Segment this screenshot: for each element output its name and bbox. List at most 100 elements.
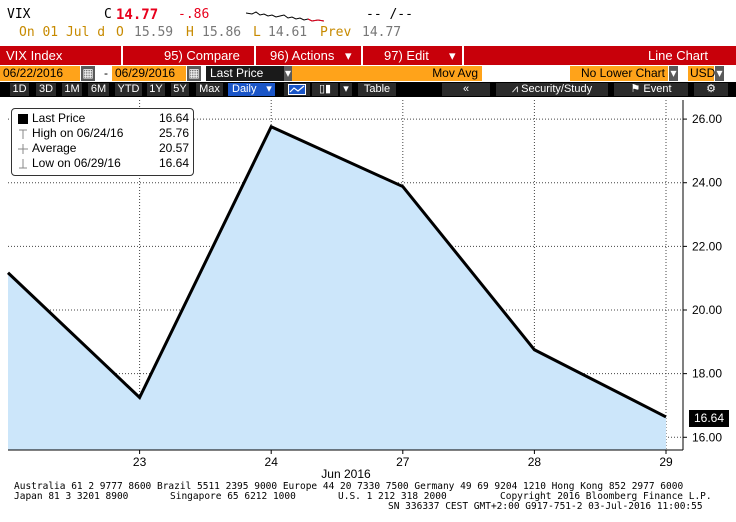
table-button[interactable]: Table — [358, 83, 396, 96]
chevron-down-icon[interactable]: ▾ — [263, 83, 275, 96]
event-label: Event — [643, 83, 672, 95]
security-study-label: Security/Study — [521, 83, 593, 95]
x-tick-label: 24 — [265, 455, 279, 469]
low-label: L — [253, 25, 261, 40]
end-date-field[interactable]: 06/29/2016 — [112, 66, 186, 81]
line-chart-icon[interactable] — [284, 83, 310, 96]
net-change: -.86 — [178, 7, 210, 22]
average-marker-icon — [18, 143, 28, 154]
legend-label: Last Price — [32, 111, 86, 125]
legend-value: 20.57 — [158, 141, 189, 155]
high-value: 15.86 — [202, 25, 242, 40]
start-date-field[interactable]: 06/22/2016 — [0, 66, 80, 81]
axes — [8, 100, 684, 451]
filled-square-icon — [18, 113, 28, 124]
footer-contacts-japan: Japan 81 3 3201 8900 — [14, 491, 129, 502]
bid-ask: -- /-- — [366, 7, 413, 22]
high-marker-icon — [18, 128, 28, 139]
chart-legend[interactable]: Last Price 16.64 High on 06/24/16 25.76 … — [11, 108, 194, 176]
x-tick-label: 28 — [528, 455, 542, 469]
back-nav-button[interactable]: « — [442, 83, 490, 96]
x-axis-group-label: Jun 2016 — [321, 467, 371, 480]
quote-line-2: On 01 Jul d O 15.59 H 15.86 L 14.61 Prev… — [0, 24, 736, 42]
y-tick-label: 26.00 — [692, 112, 722, 126]
chevron-down-icon[interactable]: ▾ — [340, 83, 352, 96]
y-tick-label: 16.00 — [692, 430, 722, 444]
close-label: C — [104, 7, 112, 22]
close-value: 14.77 — [116, 7, 159, 23]
flag-icon: ⚑ — [630, 83, 641, 95]
chart-type-label: Line Chart — [648, 48, 708, 63]
legend-item-average: Average 20.57 — [16, 141, 193, 155]
chevron-down-icon[interactable]: ▾ — [715, 66, 724, 81]
event-button[interactable]: ⚑ Event — [614, 83, 688, 96]
range-max-button[interactable]: Max — [196, 83, 223, 96]
footer-contacts-line-1: Australia 61 2 9777 8600 Brazil 5511 239… — [14, 481, 684, 492]
legend-item-last-price: Last Price 16.64 — [16, 111, 193, 125]
range-ytd-button[interactable]: YTD — [115, 83, 142, 96]
low-value: 14.61 — [268, 25, 308, 40]
actions-menu[interactable]: 96) Actions — [270, 48, 335, 63]
prev-label: Prev — [320, 25, 352, 40]
x-tick-label: 29 — [659, 455, 673, 469]
legend-label: Average — [32, 141, 77, 155]
currency-select[interactable]: USD — [688, 66, 716, 81]
legend-value: 25.76 — [158, 126, 189, 140]
chart-study-icon: ⩘ — [511, 83, 519, 95]
date-dash: - — [104, 66, 108, 80]
y-axis-ticks: 26.00 24.00 22.00 20.00 18.00 16.00 — [683, 112, 722, 444]
security-field[interactable]: VIX Index — [6, 48, 63, 63]
legend-label: Low on 06/29/16 — [32, 156, 121, 170]
lower-chart-select[interactable]: No Lower Chart — [570, 66, 668, 81]
y-tick-label: 24.00 — [692, 176, 722, 190]
prev-value: 14.77 — [362, 25, 402, 40]
legend-item-high: High on 06/24/16 25.76 — [16, 126, 193, 140]
chevron-down-icon[interactable]: ▾ — [669, 66, 678, 81]
footer: Australia 61 2 9777 8600 Brazil 5511 239… — [0, 482, 736, 522]
chart-toolbar: 1D 3D 1M 6M YTD 1Y 5Y Max Daily ▾ ▯▮ ▾ T… — [0, 82, 736, 97]
separator — [361, 46, 363, 65]
separator — [121, 46, 123, 65]
footer-contacts-us: U.S. 1 212 318 2000 — [338, 491, 447, 502]
last-value-label: 16.64 — [689, 410, 729, 427]
quote-date: On 01 Jul d — [19, 25, 106, 40]
range-3d-button[interactable]: 3D — [36, 83, 56, 96]
legend-value: 16.64 — [158, 111, 189, 125]
open-label: O — [116, 25, 124, 40]
separator — [462, 46, 464, 65]
mov-avg-field[interactable]: Mov Avg — [292, 66, 482, 81]
x-axis-ticks: 23 24 27 28 29 — [133, 450, 673, 469]
legend-value: 16.64 — [158, 156, 189, 170]
range-1y-button[interactable]: 1Y — [147, 83, 165, 96]
low-marker-icon — [18, 158, 28, 169]
y-tick-label: 20.00 — [692, 303, 722, 317]
candlestick-icon[interactable]: ▯▮ — [312, 83, 338, 96]
quote-line-1: VIX C 14.77 -.86 -- /-- — [0, 6, 736, 24]
gear-icon[interactable]: ⚙ — [694, 83, 728, 96]
ticker: VIX — [7, 7, 31, 22]
range-1m-button[interactable]: 1M — [62, 83, 82, 96]
y-tick-label: 22.00 — [692, 239, 722, 253]
security-study-button[interactable]: ⩘ Security/Study — [496, 83, 608, 96]
range-5y-button[interactable]: 5Y — [171, 83, 189, 96]
price-line — [6, 124, 667, 419]
price-area-fill — [8, 126, 666, 451]
range-6m-button[interactable]: 6M — [88, 83, 109, 96]
y-tick-label: 18.00 — [692, 367, 722, 381]
legend-item-low: Low on 06/29/16 16.64 — [16, 156, 193, 170]
chevron-down-icon[interactable]: ▾ — [449, 48, 456, 63]
x-tick-label: 27 — [396, 455, 410, 469]
chevron-down-icon[interactable]: ▾ — [284, 66, 292, 81]
calendar-icon[interactable]: ▦ — [81, 66, 95, 81]
period-select[interactable]: Daily — [228, 83, 263, 96]
calendar-icon[interactable]: ▦ — [187, 66, 201, 81]
price-field-select[interactable]: Last Price — [206, 66, 284, 81]
command-bar: VIX Index 95) Compare 96) Actions ▾ 97) … — [0, 46, 736, 65]
date-range-row: 06/22/2016 ▦ - 06/29/2016 ▦ Last Price ▾… — [0, 65, 736, 82]
separator — [254, 46, 256, 65]
edit-menu[interactable]: 97) Edit — [384, 48, 429, 63]
range-1d-button[interactable]: 1D — [10, 83, 29, 96]
compare-menu[interactable]: 95) Compare — [164, 48, 240, 63]
chevron-down-icon[interactable]: ▾ — [345, 48, 352, 63]
